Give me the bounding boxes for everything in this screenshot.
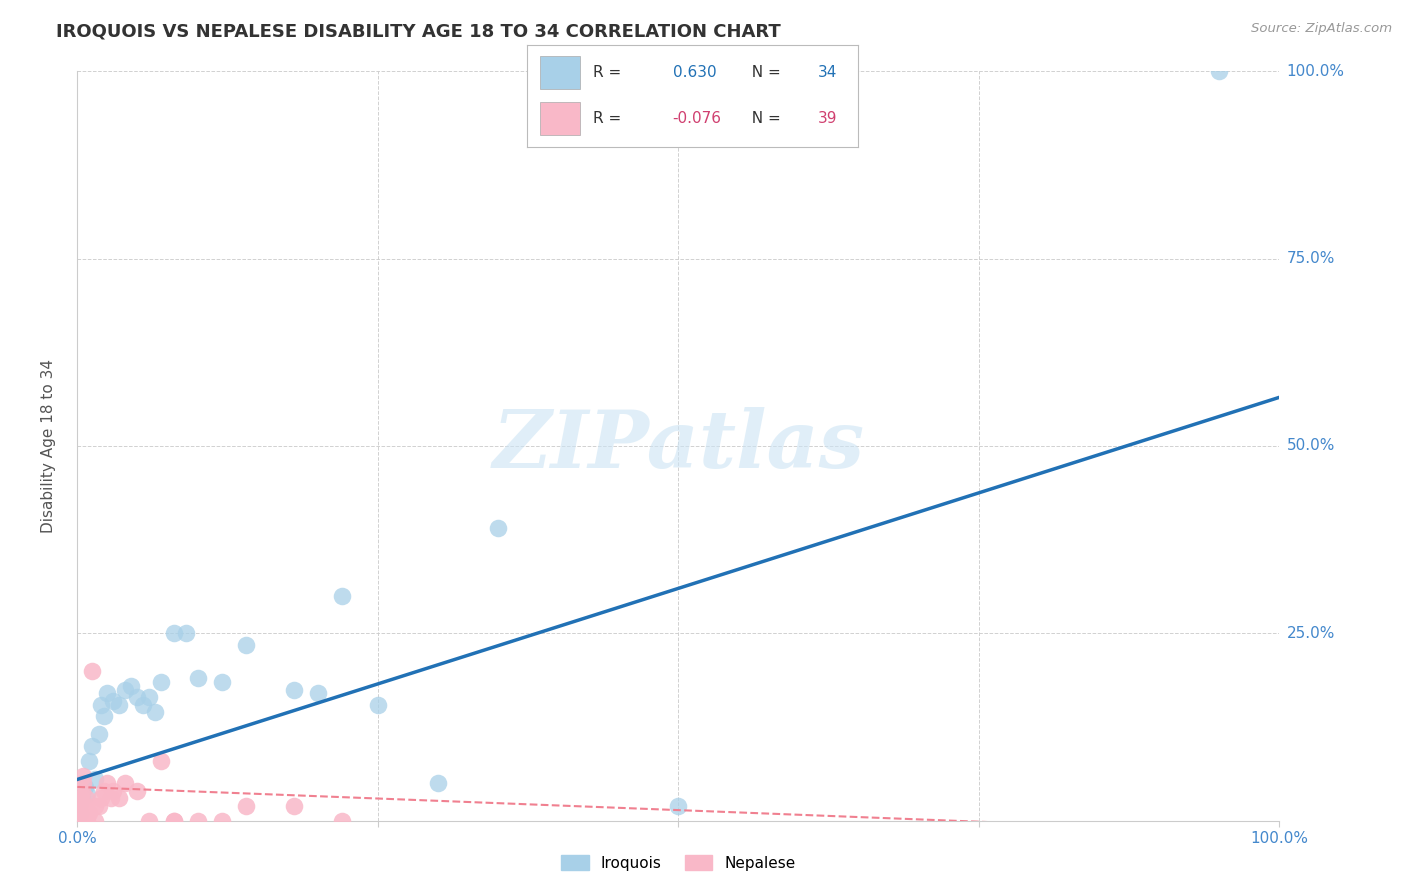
Point bbox=[120, 679, 142, 693]
Point bbox=[307, 686, 329, 700]
Bar bbox=[540, 56, 581, 88]
Text: 75.0%: 75.0% bbox=[1286, 252, 1334, 266]
Point bbox=[283, 798, 305, 813]
Point bbox=[235, 798, 257, 813]
Point bbox=[67, 814, 90, 828]
Point bbox=[90, 791, 112, 805]
Point bbox=[96, 686, 118, 700]
Point bbox=[70, 814, 93, 828]
Text: IROQUOIS VS NEPALESE DISABILITY AGE 18 TO 34 CORRELATION CHART: IROQUOIS VS NEPALESE DISABILITY AGE 18 T… bbox=[56, 22, 780, 40]
Point bbox=[330, 814, 353, 828]
Point bbox=[668, 798, 690, 813]
Point bbox=[108, 698, 131, 712]
Point bbox=[486, 521, 509, 535]
Point bbox=[67, 806, 90, 821]
Point bbox=[84, 798, 107, 813]
Point bbox=[150, 754, 173, 768]
Point bbox=[427, 776, 450, 790]
Text: 50.0%: 50.0% bbox=[1286, 439, 1334, 453]
Point bbox=[76, 814, 98, 828]
Point bbox=[72, 769, 94, 783]
Point bbox=[70, 814, 93, 828]
Point bbox=[76, 788, 98, 802]
Point bbox=[73, 798, 96, 813]
Point bbox=[69, 814, 91, 828]
Point bbox=[84, 814, 107, 828]
Point bbox=[69, 798, 91, 813]
Text: Source: ZipAtlas.com: Source: ZipAtlas.com bbox=[1251, 22, 1392, 36]
Text: 39: 39 bbox=[818, 111, 838, 126]
Text: R =: R = bbox=[593, 65, 627, 79]
Point bbox=[80, 739, 103, 753]
Point bbox=[72, 814, 94, 828]
Point bbox=[66, 814, 89, 828]
Point bbox=[127, 783, 149, 797]
Point bbox=[67, 798, 90, 813]
Point bbox=[103, 783, 125, 797]
Point bbox=[80, 664, 103, 678]
Point bbox=[75, 791, 97, 805]
Point bbox=[93, 783, 115, 797]
Point bbox=[235, 638, 257, 652]
Point bbox=[84, 772, 107, 787]
Text: N =: N = bbox=[742, 111, 786, 126]
Point bbox=[186, 814, 209, 828]
Text: 34: 34 bbox=[818, 65, 838, 79]
Point bbox=[211, 675, 233, 690]
Point bbox=[70, 783, 93, 797]
Text: -0.076: -0.076 bbox=[672, 111, 721, 126]
Text: 25.0%: 25.0% bbox=[1286, 626, 1334, 640]
Point bbox=[96, 776, 118, 790]
Text: 100.0%: 100.0% bbox=[1286, 64, 1344, 78]
Point bbox=[79, 806, 101, 821]
Text: ZIPatlas: ZIPatlas bbox=[492, 408, 865, 484]
Point bbox=[90, 698, 112, 712]
Point bbox=[127, 690, 149, 704]
Legend: Iroquois, Nepalese: Iroquois, Nepalese bbox=[555, 848, 801, 877]
Point bbox=[114, 776, 136, 790]
Point bbox=[162, 814, 184, 828]
Point bbox=[367, 698, 389, 712]
Point bbox=[70, 791, 93, 805]
Point bbox=[73, 780, 96, 794]
Point bbox=[138, 814, 160, 828]
Point bbox=[174, 626, 197, 640]
Point bbox=[150, 675, 173, 690]
Point bbox=[211, 814, 233, 828]
Point bbox=[132, 698, 155, 712]
Point bbox=[77, 806, 100, 821]
Point bbox=[79, 754, 101, 768]
Point bbox=[66, 814, 89, 828]
Point bbox=[87, 727, 110, 741]
Point bbox=[70, 791, 93, 805]
Point bbox=[145, 705, 167, 719]
Text: N =: N = bbox=[742, 65, 786, 79]
Bar bbox=[540, 102, 581, 135]
Point bbox=[330, 589, 353, 603]
Y-axis label: Disability Age 18 to 34: Disability Age 18 to 34 bbox=[42, 359, 56, 533]
Point bbox=[100, 791, 122, 805]
Point bbox=[138, 690, 160, 704]
Text: 0.630: 0.630 bbox=[672, 65, 716, 79]
Point bbox=[114, 682, 136, 697]
Point bbox=[69, 806, 91, 821]
Text: R =: R = bbox=[593, 111, 627, 126]
Point bbox=[72, 776, 94, 790]
Point bbox=[87, 798, 110, 813]
Point bbox=[283, 682, 305, 697]
Point bbox=[162, 814, 184, 828]
Point bbox=[162, 626, 184, 640]
Point bbox=[186, 671, 209, 685]
Point bbox=[103, 694, 125, 708]
Point bbox=[108, 791, 131, 805]
Point bbox=[93, 708, 115, 723]
Point bbox=[1208, 64, 1230, 78]
